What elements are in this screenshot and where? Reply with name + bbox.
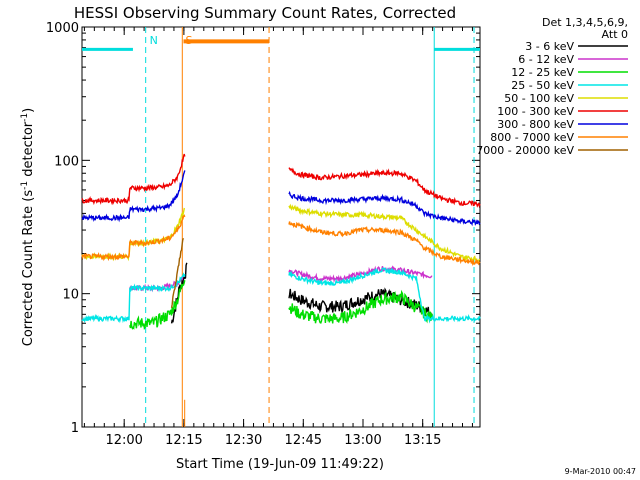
plot-frame — [81, 26, 481, 428]
legend-label: 7000 - 20000 keV — [476, 144, 574, 157]
series-line — [288, 167, 481, 208]
series-line — [288, 289, 433, 324]
series-line — [81, 214, 186, 262]
y-tick-label: 1000 — [46, 21, 79, 36]
x-tick-label: 13:15 — [404, 433, 441, 448]
series-line — [81, 153, 186, 206]
y-tick-label: 100 — [54, 154, 79, 169]
footer-timestamp: 9-Mar-2010 00:47 — [565, 467, 636, 476]
chart-title: HESSI Observing Summary Count Rates, Cor… — [74, 4, 456, 22]
series-line — [288, 190, 481, 227]
x-tick-label: 13:00 — [344, 433, 381, 448]
series-line — [170, 237, 185, 309]
x-tick-label: 12:30 — [225, 433, 262, 448]
series-line — [288, 287, 433, 320]
x-tick-label: 12:00 — [105, 433, 142, 448]
legend-label: 800 - 7000 keV — [490, 131, 574, 144]
series-line — [288, 203, 481, 264]
y-tick-label: 10 — [62, 288, 79, 303]
y-tick-label: 1 — [71, 421, 79, 436]
series-group — [81, 153, 481, 331]
x-axis-label: Start Time (19-Jun-09 11:49:22) — [176, 457, 384, 472]
series-line — [288, 221, 481, 267]
marker-label: N — [150, 34, 158, 47]
x-tick-label: 12:15 — [165, 433, 202, 448]
legend-label: 3 - 6 keV — [525, 40, 574, 53]
series-line — [288, 267, 481, 324]
legend-label: 6 - 12 keV — [518, 53, 574, 66]
series-line — [81, 170, 186, 223]
legend-label: 12 - 25 keV — [511, 66, 574, 79]
legend-label: 100 - 300 keV — [497, 105, 574, 118]
legend-label: 300 - 800 keV — [497, 118, 574, 131]
legend-label: 25 - 50 keV — [511, 79, 574, 92]
marker-label: S — [186, 34, 193, 47]
legend-header-line1: Det 1,3,4,5,6,9, — [542, 16, 628, 29]
legend-header-line2: Att 0 — [602, 28, 628, 41]
y-axis-label: Corrected Count Rate (s-1 detector-1) — [20, 108, 36, 346]
legend-label: 50 - 100 keV — [504, 92, 574, 105]
x-tick-label: 12:45 — [285, 433, 322, 448]
axes: 1 10 100 1000 12:00 12:15 12:30 12:45 13:00 13:15 — [46, 21, 480, 448]
series-line — [129, 280, 186, 331]
series-line — [81, 272, 186, 324]
series-line — [81, 207, 186, 262]
